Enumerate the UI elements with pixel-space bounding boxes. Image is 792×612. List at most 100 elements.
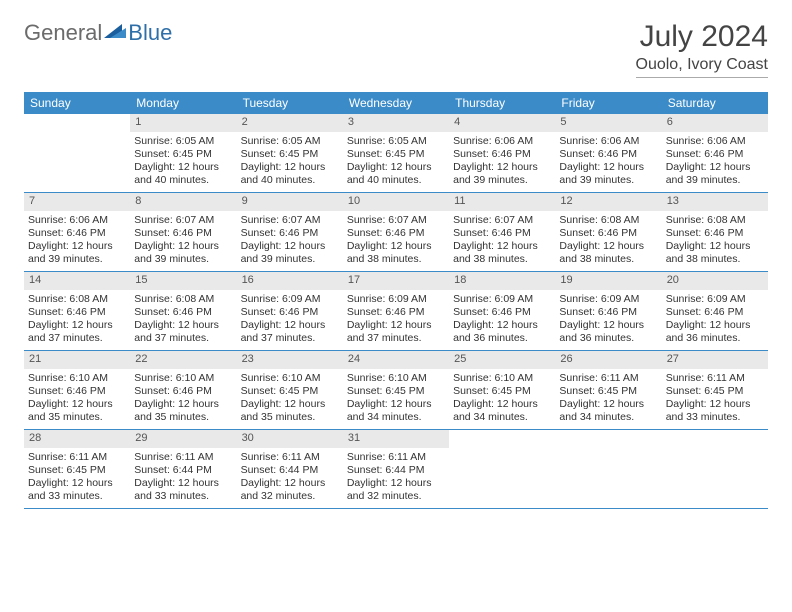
calendar-cell: 18Sunrise: 6:09 AMSunset: 6:46 PMDayligh… bbox=[449, 272, 555, 350]
day-number: 6 bbox=[662, 114, 768, 132]
sunrise-text: Sunrise: 6:09 AM bbox=[453, 293, 551, 306]
cell-body: Sunrise: 6:10 AMSunset: 6:45 PMDaylight:… bbox=[343, 371, 449, 429]
daylight-text: and 39 minutes. bbox=[559, 174, 657, 187]
cell-body: Sunrise: 6:10 AMSunset: 6:46 PMDaylight:… bbox=[130, 371, 236, 429]
daylight-text: Daylight: 12 hours bbox=[241, 398, 339, 411]
sunset-text: Sunset: 6:45 PM bbox=[28, 464, 126, 477]
day-number: 26 bbox=[555, 351, 661, 369]
calendar-cell: 16Sunrise: 6:09 AMSunset: 6:46 PMDayligh… bbox=[237, 272, 343, 350]
day-number: 8 bbox=[130, 193, 236, 211]
daylight-text: and 36 minutes. bbox=[559, 332, 657, 345]
sunrise-text: Sunrise: 6:05 AM bbox=[134, 135, 232, 148]
day-number: 5 bbox=[555, 114, 661, 132]
daylight-text: Daylight: 12 hours bbox=[241, 319, 339, 332]
cell-body: Sunrise: 6:11 AMSunset: 6:45 PMDaylight:… bbox=[555, 371, 661, 429]
daylight-text: Daylight: 12 hours bbox=[559, 240, 657, 253]
page-title: July 2024 bbox=[636, 20, 769, 54]
cell-body: Sunrise: 6:08 AMSunset: 6:46 PMDaylight:… bbox=[130, 292, 236, 350]
header: General Blue July 2024 Ouolo, Ivory Coas… bbox=[24, 20, 768, 78]
calendar-cell bbox=[662, 430, 768, 508]
day-number: 19 bbox=[555, 272, 661, 290]
daylight-text: Daylight: 12 hours bbox=[347, 477, 445, 490]
sunrise-text: Sunrise: 6:10 AM bbox=[241, 372, 339, 385]
daylight-text: Daylight: 12 hours bbox=[559, 398, 657, 411]
dayhead-row: Sunday Monday Tuesday Wednesday Thursday… bbox=[24, 92, 768, 114]
day-number: 21 bbox=[24, 351, 130, 369]
daylight-text: Daylight: 12 hours bbox=[347, 161, 445, 174]
daylight-text: and 35 minutes. bbox=[241, 411, 339, 424]
calendar-cell: 28Sunrise: 6:11 AMSunset: 6:45 PMDayligh… bbox=[24, 430, 130, 508]
daylight-text: Daylight: 12 hours bbox=[134, 319, 232, 332]
day-number: 30 bbox=[237, 430, 343, 448]
sunrise-text: Sunrise: 6:09 AM bbox=[559, 293, 657, 306]
weeks-container: 1Sunrise: 6:05 AMSunset: 6:45 PMDaylight… bbox=[24, 114, 768, 509]
day-number: 31 bbox=[343, 430, 449, 448]
calendar-cell: 4Sunrise: 6:06 AMSunset: 6:46 PMDaylight… bbox=[449, 114, 555, 192]
daylight-text: and 40 minutes. bbox=[347, 174, 445, 187]
sunrise-text: Sunrise: 6:08 AM bbox=[666, 214, 764, 227]
daylight-text: and 34 minutes. bbox=[453, 411, 551, 424]
calendar-cell: 22Sunrise: 6:10 AMSunset: 6:46 PMDayligh… bbox=[130, 351, 236, 429]
calendar-cell: 27Sunrise: 6:11 AMSunset: 6:45 PMDayligh… bbox=[662, 351, 768, 429]
logo-text-general: General bbox=[24, 20, 102, 46]
sunrise-text: Sunrise: 6:10 AM bbox=[453, 372, 551, 385]
calendar-cell: 14Sunrise: 6:08 AMSunset: 6:46 PMDayligh… bbox=[24, 272, 130, 350]
week-row: 21Sunrise: 6:10 AMSunset: 6:46 PMDayligh… bbox=[24, 351, 768, 430]
daylight-text: Daylight: 12 hours bbox=[666, 161, 764, 174]
sunrise-text: Sunrise: 6:05 AM bbox=[241, 135, 339, 148]
week-row: 28Sunrise: 6:11 AMSunset: 6:45 PMDayligh… bbox=[24, 430, 768, 509]
cell-body: Sunrise: 6:07 AMSunset: 6:46 PMDaylight:… bbox=[449, 213, 555, 271]
sunset-text: Sunset: 6:46 PM bbox=[28, 227, 126, 240]
daylight-text: Daylight: 12 hours bbox=[28, 240, 126, 253]
sunset-text: Sunset: 6:46 PM bbox=[666, 306, 764, 319]
calendar-cell: 3Sunrise: 6:05 AMSunset: 6:45 PMDaylight… bbox=[343, 114, 449, 192]
day-number: 25 bbox=[449, 351, 555, 369]
calendar-cell: 29Sunrise: 6:11 AMSunset: 6:44 PMDayligh… bbox=[130, 430, 236, 508]
dayhead-wednesday: Wednesday bbox=[343, 92, 449, 114]
calendar-cell: 25Sunrise: 6:10 AMSunset: 6:45 PMDayligh… bbox=[449, 351, 555, 429]
day-number: 18 bbox=[449, 272, 555, 290]
week-row: 1Sunrise: 6:05 AMSunset: 6:45 PMDaylight… bbox=[24, 114, 768, 193]
cell-body: Sunrise: 6:08 AMSunset: 6:46 PMDaylight:… bbox=[555, 213, 661, 271]
dayhead-tuesday: Tuesday bbox=[237, 92, 343, 114]
sunset-text: Sunset: 6:46 PM bbox=[559, 148, 657, 161]
day-number: 11 bbox=[449, 193, 555, 211]
daylight-text: and 37 minutes. bbox=[28, 332, 126, 345]
dayhead-sunday: Sunday bbox=[24, 92, 130, 114]
daylight-text: Daylight: 12 hours bbox=[134, 398, 232, 411]
sunset-text: Sunset: 6:46 PM bbox=[453, 148, 551, 161]
calendar-cell bbox=[555, 430, 661, 508]
sunrise-text: Sunrise: 6:10 AM bbox=[28, 372, 126, 385]
cell-body: Sunrise: 6:11 AMSunset: 6:44 PMDaylight:… bbox=[237, 450, 343, 508]
dayhead-thursday: Thursday bbox=[449, 92, 555, 114]
daylight-text: Daylight: 12 hours bbox=[666, 319, 764, 332]
daylight-text: Daylight: 12 hours bbox=[28, 477, 126, 490]
sunset-text: Sunset: 6:46 PM bbox=[241, 306, 339, 319]
cell-body: Sunrise: 6:05 AMSunset: 6:45 PMDaylight:… bbox=[237, 134, 343, 192]
day-number: 2 bbox=[237, 114, 343, 132]
day-number: 9 bbox=[237, 193, 343, 211]
sunset-text: Sunset: 6:46 PM bbox=[666, 148, 764, 161]
daylight-text: and 38 minutes. bbox=[347, 253, 445, 266]
week-row: 7Sunrise: 6:06 AMSunset: 6:46 PMDaylight… bbox=[24, 193, 768, 272]
daylight-text: Daylight: 12 hours bbox=[453, 161, 551, 174]
sunrise-text: Sunrise: 6:08 AM bbox=[28, 293, 126, 306]
daylight-text: Daylight: 12 hours bbox=[453, 240, 551, 253]
sunset-text: Sunset: 6:45 PM bbox=[453, 385, 551, 398]
calendar-cell bbox=[24, 114, 130, 192]
cell-body: Sunrise: 6:11 AMSunset: 6:45 PMDaylight:… bbox=[662, 371, 768, 429]
sunset-text: Sunset: 6:45 PM bbox=[134, 148, 232, 161]
day-number: 23 bbox=[237, 351, 343, 369]
day-number: 15 bbox=[130, 272, 236, 290]
cell-body: Sunrise: 6:08 AMSunset: 6:46 PMDaylight:… bbox=[662, 213, 768, 271]
sunset-text: Sunset: 6:46 PM bbox=[241, 227, 339, 240]
calendar-cell: 5Sunrise: 6:06 AMSunset: 6:46 PMDaylight… bbox=[555, 114, 661, 192]
cell-body: Sunrise: 6:11 AMSunset: 6:44 PMDaylight:… bbox=[130, 450, 236, 508]
calendar-cell: 7Sunrise: 6:06 AMSunset: 6:46 PMDaylight… bbox=[24, 193, 130, 271]
sunset-text: Sunset: 6:46 PM bbox=[28, 385, 126, 398]
cell-body: Sunrise: 6:06 AMSunset: 6:46 PMDaylight:… bbox=[24, 213, 130, 271]
daylight-text: and 38 minutes. bbox=[453, 253, 551, 266]
calendar-cell: 11 Sunrise: 6:07 AMSunset: 6:46 PMDayligh… bbox=[449, 193, 555, 271]
daylight-text: Daylight: 12 hours bbox=[241, 161, 339, 174]
sunrise-text: Sunrise: 6:06 AM bbox=[28, 214, 126, 227]
